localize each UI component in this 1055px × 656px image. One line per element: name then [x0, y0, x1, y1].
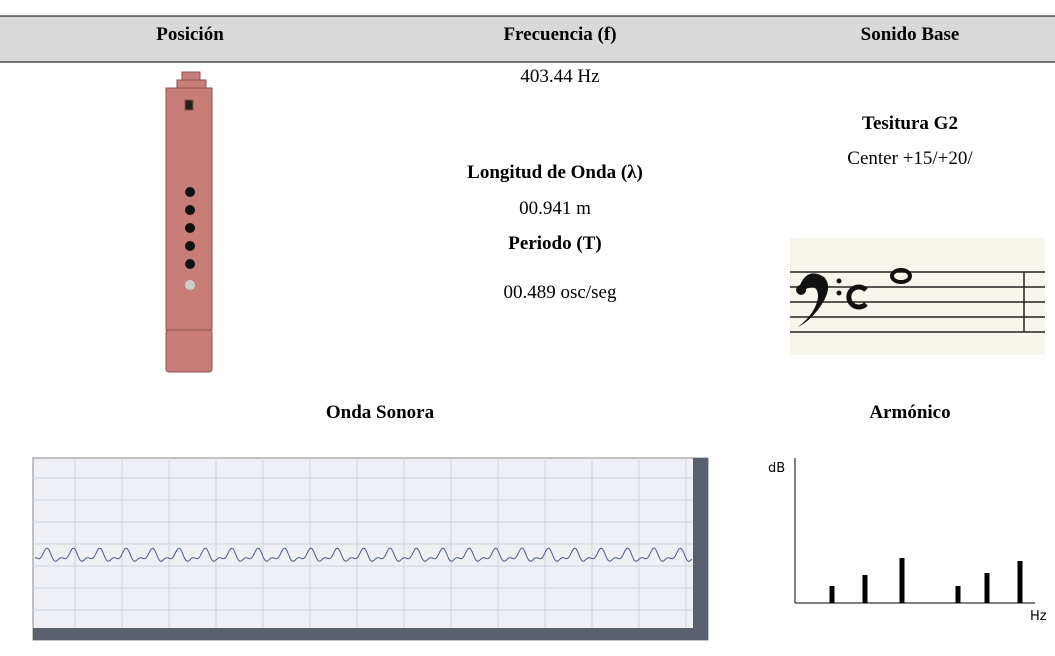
bar — [1017, 561, 1023, 603]
y-axis-label: dB — [768, 461, 785, 476]
bar — [955, 586, 961, 603]
staff — [790, 238, 1045, 355]
bar — [899, 558, 905, 603]
bar — [984, 573, 990, 603]
section-title: Armónico — [869, 402, 950, 423]
period: 00.489 osc/seg — [504, 282, 617, 303]
bar — [862, 575, 868, 603]
label: Periodo (T) — [508, 233, 601, 254]
tessitura: Tesitura G2 — [862, 113, 958, 134]
flute — [165, 71, 213, 373]
tuning: Center +15/+20/ — [847, 148, 973, 169]
header: Posición — [156, 24, 224, 45]
bar — [829, 586, 835, 603]
wavelength: 00.941 m — [519, 198, 591, 219]
label: Longitud de Onda (λ) — [467, 162, 643, 183]
x-axis-label: Hz — [1030, 609, 1047, 624]
header: Sonido Base — [861, 24, 960, 45]
section-title: Onda Sonora — [326, 402, 435, 423]
frequency: 403.44 Hz — [520, 66, 599, 87]
header: Frecuencia (f) — [503, 24, 616, 45]
header-band — [0, 16, 1055, 62]
waveform — [32, 457, 709, 641]
